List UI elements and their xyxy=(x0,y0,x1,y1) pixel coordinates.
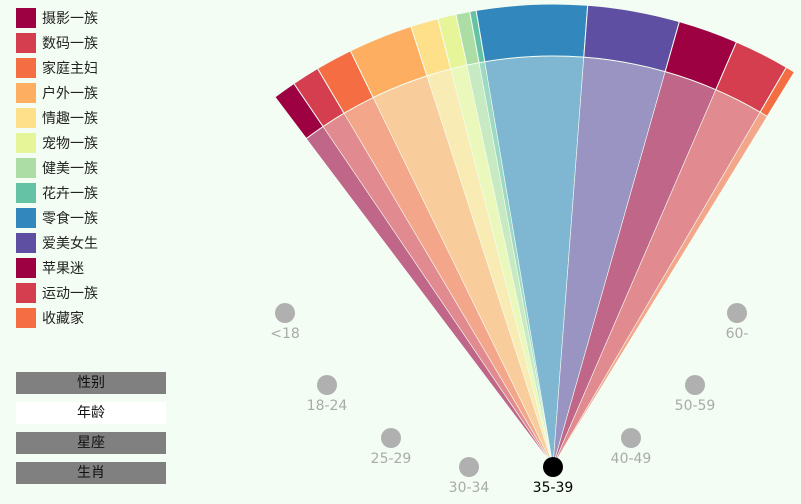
legend-swatch xyxy=(16,132,36,153)
age-label-1: 18-24 xyxy=(307,398,348,414)
legend-item[interactable]: 家庭主妇 xyxy=(16,55,98,80)
legend-label: 健美一族 xyxy=(42,160,98,177)
age-dot-6[interactable] xyxy=(685,375,705,395)
legend-label: 苹果迷 xyxy=(42,260,84,277)
legend-swatch xyxy=(16,7,36,28)
legend-item[interactable]: 数码一族 xyxy=(16,30,98,55)
legend-label: 爱美女生 xyxy=(42,235,98,252)
legend-swatch xyxy=(16,157,36,178)
legend-label: 花卉一族 xyxy=(42,185,98,202)
age-dot-2[interactable] xyxy=(381,428,401,448)
age-label-4: 35-39 xyxy=(533,480,574,496)
legend-label: 宠物一族 xyxy=(42,135,98,152)
legend-item[interactable]: 宠物一族 xyxy=(16,130,98,155)
legend-swatch xyxy=(16,232,36,253)
legend-label: 家庭主妇 xyxy=(42,60,98,77)
legend-swatch xyxy=(16,32,36,53)
legend-item[interactable]: 户外一族 xyxy=(16,80,98,105)
legend-label: 户外一族 xyxy=(42,85,98,102)
fan-band-8[interactable] xyxy=(475,3,589,63)
legend: 摄影一族数码一族家庭主妇户外一族情趣一族宠物一族健美一族花卉一族零食一族爱美女生… xyxy=(16,5,98,330)
legend-label: 运动一族 xyxy=(42,285,98,302)
tab-1[interactable]: 年龄 xyxy=(16,402,166,424)
legend-swatch xyxy=(16,107,36,128)
legend-item[interactable]: 运动一族 xyxy=(16,280,98,305)
age-dot-1[interactable] xyxy=(317,375,337,395)
age-label-0: <18 xyxy=(270,326,300,342)
legend-item[interactable]: 情趣一族 xyxy=(16,105,98,130)
age-label-3: 30-34 xyxy=(449,480,490,496)
legend-item[interactable]: 零食一族 xyxy=(16,205,98,230)
legend-swatch xyxy=(16,82,36,103)
legend-item[interactable]: 健美一族 xyxy=(16,155,98,180)
age-dot-0[interactable] xyxy=(275,303,295,323)
legend-item[interactable]: 爱美女生 xyxy=(16,230,98,255)
legend-item[interactable]: 收藏家 xyxy=(16,305,98,330)
fan-band-12[interactable] xyxy=(759,66,796,118)
age-dot-3[interactable] xyxy=(459,457,479,477)
legend-label: 摄影一族 xyxy=(42,10,98,27)
tab-3[interactable]: 生肖 xyxy=(16,462,166,484)
age-dot-7[interactable] xyxy=(727,303,747,323)
age-label-5: 40-49 xyxy=(611,451,652,467)
age-label-7: 60- xyxy=(726,326,749,342)
legend-swatch xyxy=(16,282,36,303)
legend-swatch xyxy=(16,307,36,328)
dimension-tabs: 性别 年龄 星座 生肖 xyxy=(16,372,166,492)
legend-label: 数码一族 xyxy=(42,35,98,52)
legend-label: 情趣一族 xyxy=(42,110,98,127)
age-label-6: 50-59 xyxy=(675,398,716,414)
tab-2[interactable]: 星座 xyxy=(16,432,166,454)
age-dot-5[interactable] xyxy=(621,428,641,448)
legend-swatch xyxy=(16,207,36,228)
legend-swatch xyxy=(16,257,36,278)
legend-label: 零食一族 xyxy=(42,210,98,227)
legend-item[interactable]: 苹果迷 xyxy=(16,255,98,280)
legend-item[interactable]: 摄影一族 xyxy=(16,5,98,30)
tab-0[interactable]: 性别 xyxy=(16,372,166,394)
legend-item[interactable]: 花卉一族 xyxy=(16,180,98,205)
legend-swatch xyxy=(16,182,36,203)
age-dot-4[interactable] xyxy=(543,457,563,477)
age-label-2: 25-29 xyxy=(371,451,412,467)
legend-label: 收藏家 xyxy=(42,310,84,327)
legend-swatch xyxy=(16,57,36,78)
